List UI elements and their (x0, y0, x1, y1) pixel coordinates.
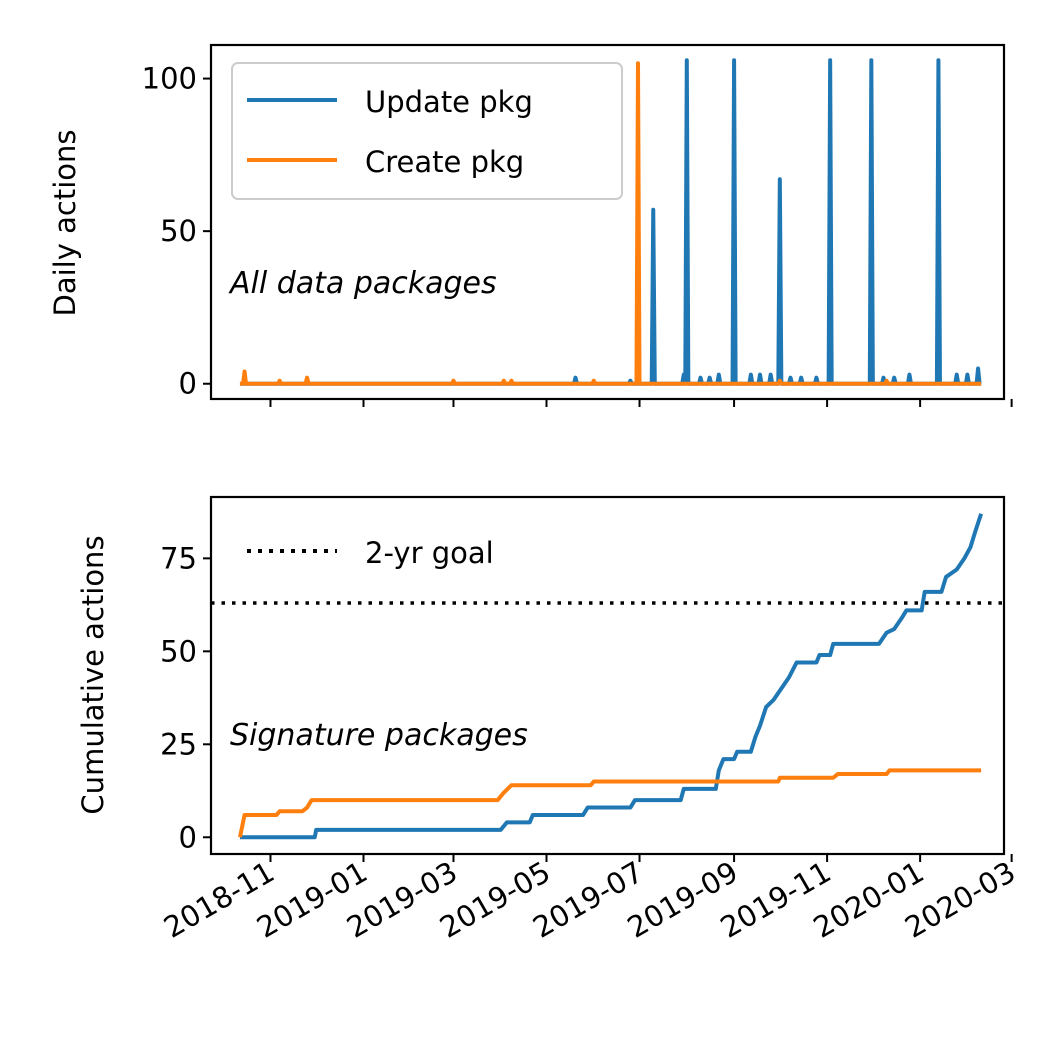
cumulative-actions-y-tick-label: 75 (160, 541, 197, 575)
daily-actions-y-axis-label: Daily actions (48, 130, 82, 317)
cumulative-actions-annotation: Signature packages (230, 718, 528, 753)
daily-actions-series (239, 58, 982, 386)
daily-actions-series-create-pkg (239, 61, 982, 386)
cumulative-actions-plot-frame (209, 495, 1006, 856)
cumulative-actions-x-ticks: 2018-112019-012019-032019-052019-072019-… (158, 854, 1021, 945)
cumulative-actions-series (238, 513, 984, 840)
daily-actions-y-tick-label: 100 (142, 62, 197, 96)
daily-actions-panel: 0 50 100 Update pkg Create pkg All data pa… (48, 43, 1013, 407)
cumulative-actions-y-tick-label: 50 (160, 634, 197, 668)
cumulative-actions-y-axis-label: Cumulative actions (76, 535, 110, 814)
cumulative-actions-y-tick-label: 25 (160, 727, 197, 761)
daily-actions-y-tick-label: 0 (179, 367, 197, 401)
daily-actions-y-ticks: 0 50 100 (142, 62, 211, 401)
daily-actions-plot-frame (209, 43, 1006, 401)
daily-actions-legend: Update pkg Create pkg (231, 62, 623, 200)
legend-box (231, 62, 623, 200)
cumulative-actions-panel: 2018-112019-012019-032019-052019-072019-… (76, 495, 1021, 945)
legend-label-create-pkg: Create pkg (365, 145, 524, 179)
daily-actions-annotation: All data packages (228, 266, 497, 301)
legend-label-update-pkg: Update pkg (365, 85, 533, 119)
legend-label-2yr-goal: 2-yr goal (365, 536, 494, 570)
cumulative-actions-y-tick-label: 0 (179, 820, 197, 854)
cumulative-actions-y-ticks: 0 25 50 75 (160, 541, 211, 854)
daily-actions-x-ticks (269, 399, 1013, 407)
cumulative-actions-legend: 2-yr goal (247, 536, 494, 570)
daily-actions-y-tick-label: 50 (160, 214, 197, 248)
cumulative-actions-series-create-pkg (238, 768, 982, 838)
cumulative-actions-series-update-pkg (239, 513, 984, 840)
